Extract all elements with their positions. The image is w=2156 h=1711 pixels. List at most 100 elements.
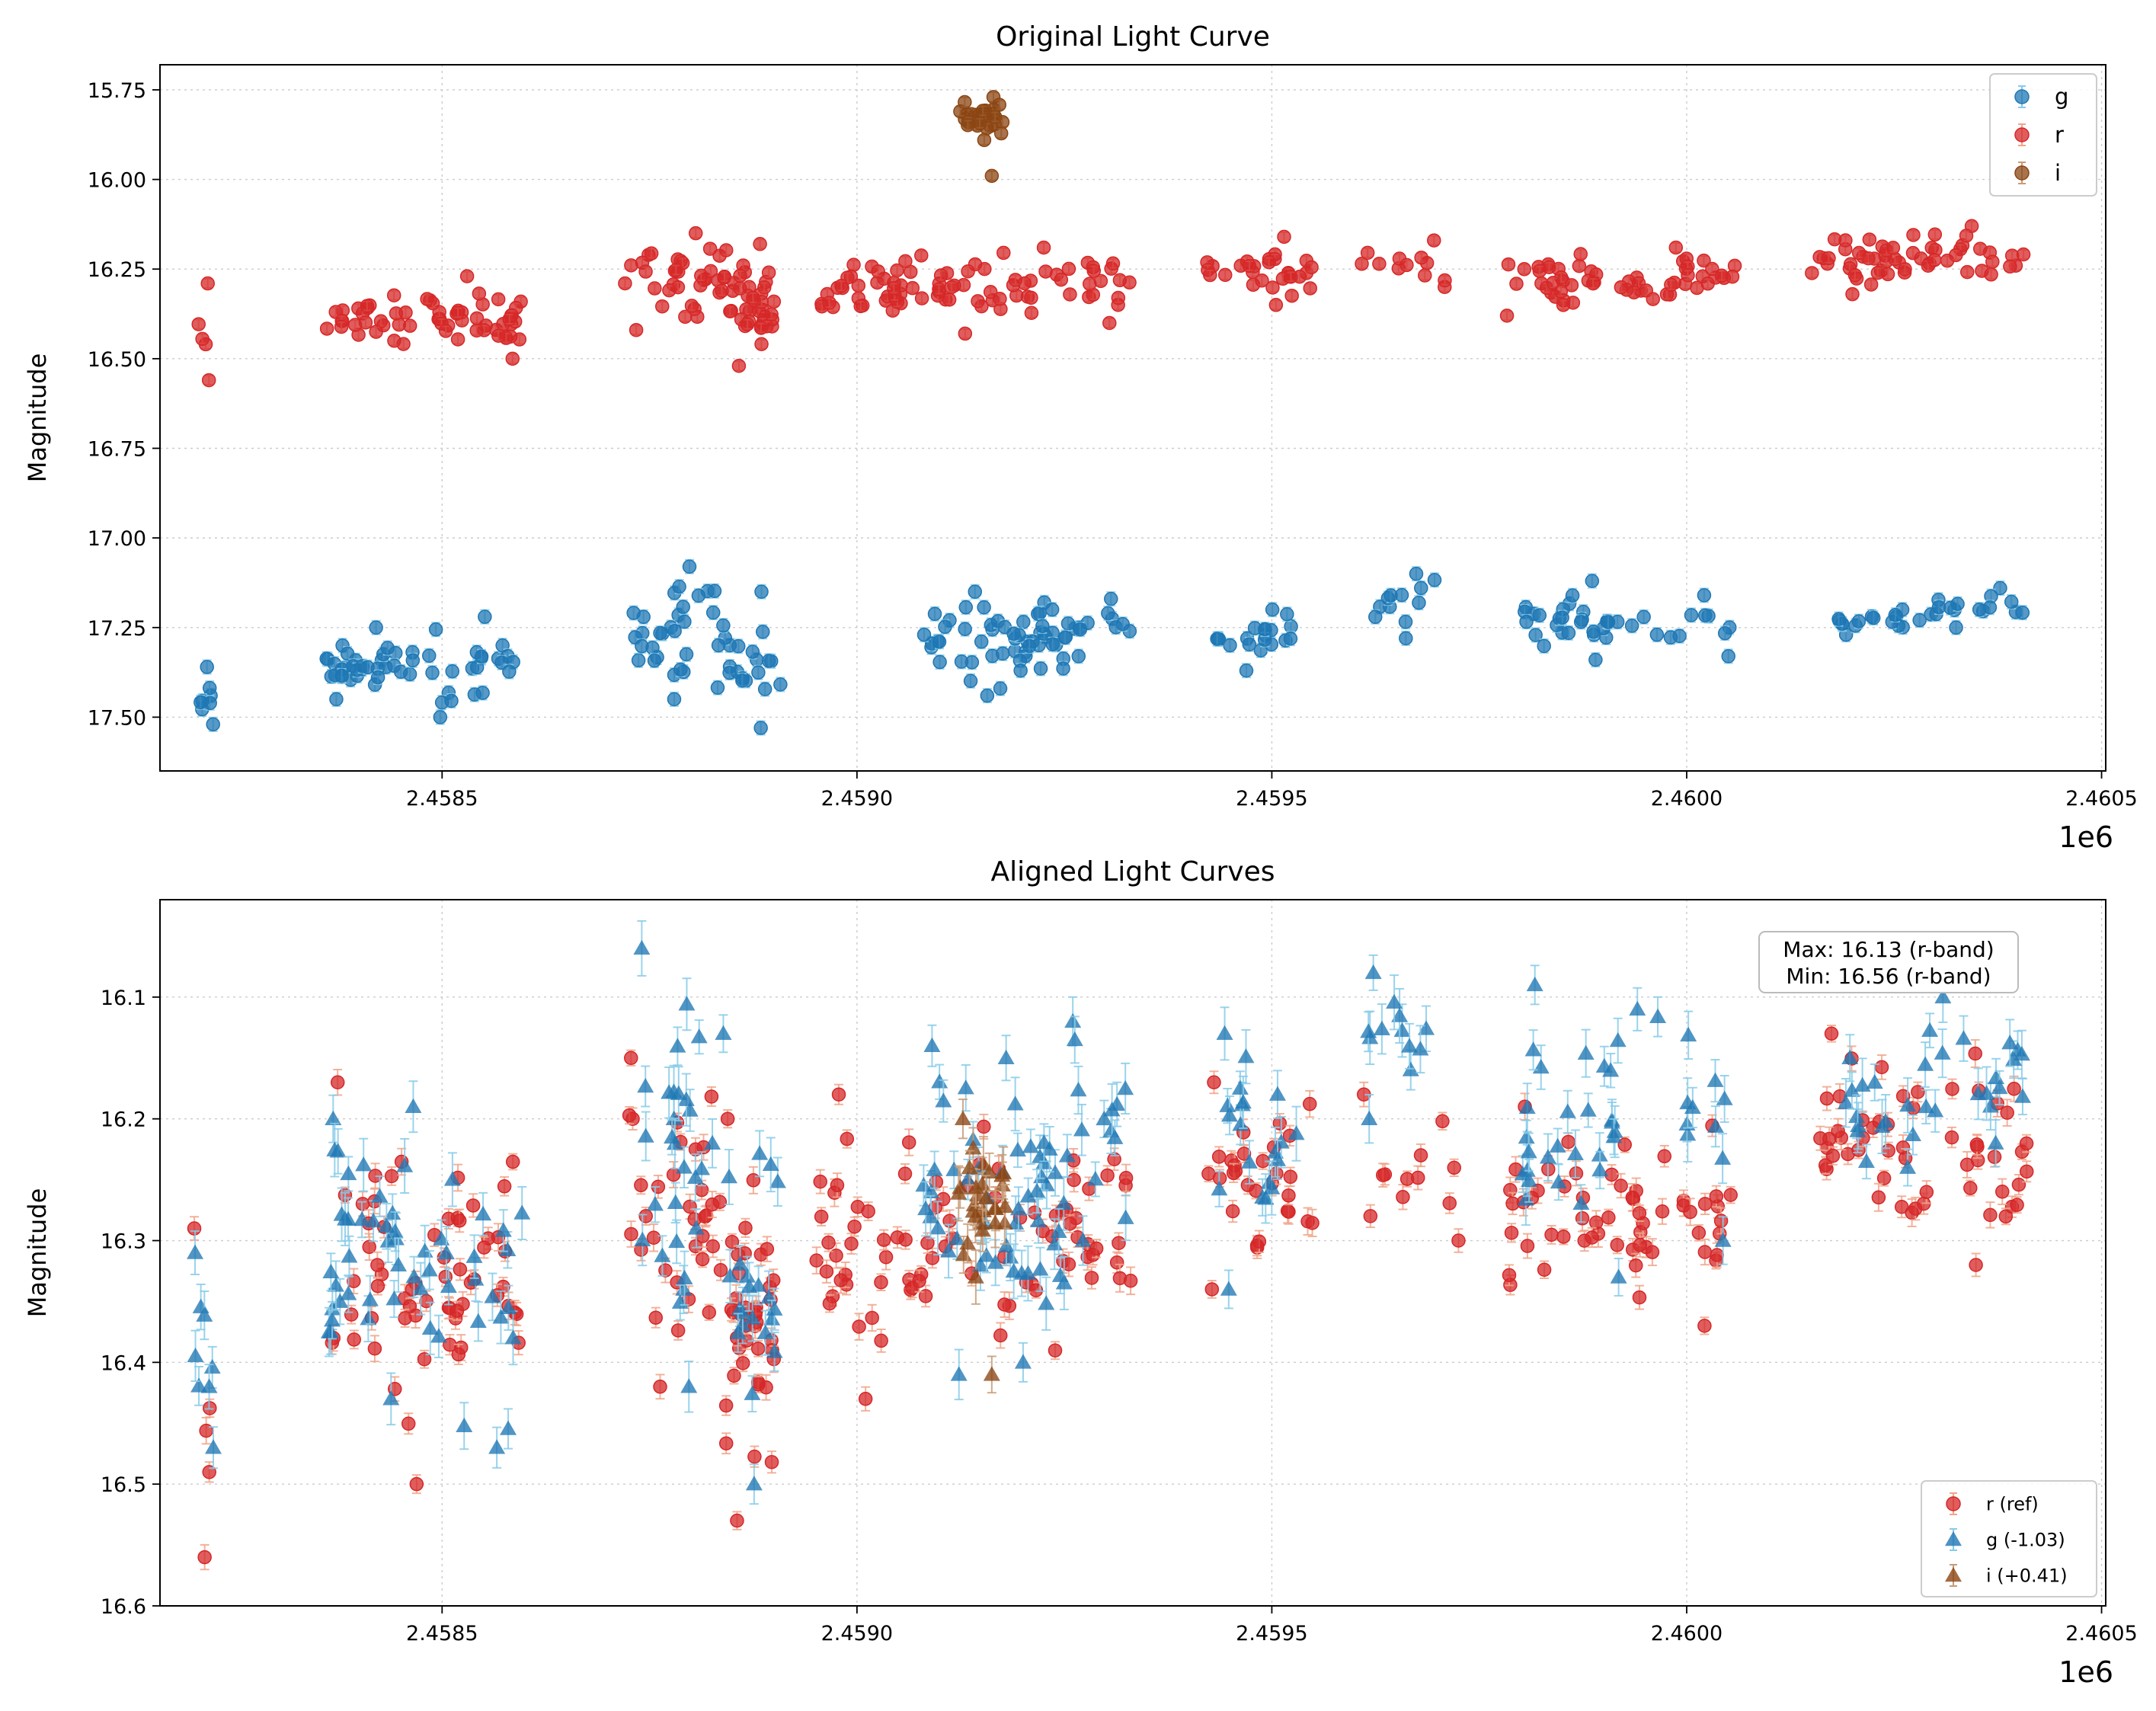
data-point [1831, 612, 1846, 626]
data-point [1993, 580, 2007, 596]
data-point [634, 1231, 651, 1247]
data-point [494, 1222, 512, 1237]
data-point [932, 654, 947, 670]
data-point [1577, 1044, 1595, 1060]
data-point [362, 1239, 376, 1255]
data-point [694, 268, 709, 283]
data-point [1045, 637, 1060, 652]
data-point [1383, 588, 1398, 603]
data-point [967, 1207, 984, 1223]
data-point [500, 1299, 517, 1314]
data-point [1721, 649, 1735, 664]
data-point [1054, 272, 1069, 287]
data-point [917, 1200, 935, 1216]
data-point [1918, 1098, 1935, 1114]
data-point [2010, 1198, 2024, 1212]
data-point [1418, 268, 1432, 283]
y-tick-label: 16.6 [101, 1595, 146, 1619]
data-point [958, 94, 972, 110]
data-point [1207, 1075, 1221, 1089]
data-point [1061, 261, 1076, 277]
data-point [853, 299, 868, 314]
data-point [1532, 264, 1547, 278]
data-point [1028, 1283, 1044, 1297]
data-point [504, 1329, 522, 1345]
data-point [360, 660, 375, 675]
data-point [1709, 1189, 1724, 1204]
data-point [386, 1223, 404, 1238]
data-point [386, 288, 401, 302]
data-point [961, 264, 975, 279]
data-point [1524, 1041, 1542, 1057]
data-point [705, 1239, 720, 1254]
data-point [668, 1233, 686, 1249]
data-point [1071, 649, 1086, 664]
data-point [1372, 257, 1387, 271]
data-point [451, 1347, 466, 1362]
data-point [1871, 1190, 1886, 1205]
data-point [750, 1342, 766, 1356]
data-point [720, 1111, 735, 1126]
aligned-light-curves-panel: 2.4585 2.4590 2.4595 2.4600 2.46051e616.116.… [23, 856, 2138, 1689]
data-point [1911, 1085, 1925, 1099]
data-point [1610, 1268, 1627, 1284]
data-point [1368, 609, 1383, 625]
data-point [844, 1236, 859, 1251]
data-point [1047, 1164, 1064, 1179]
data-point [1569, 1166, 1584, 1181]
data-point [729, 1324, 747, 1339]
data-point [334, 319, 349, 334]
data-point [2015, 605, 2030, 620]
data-point [974, 1156, 992, 1171]
data-point [398, 1311, 412, 1326]
data-point [773, 677, 788, 692]
data-point [421, 1319, 439, 1335]
data-point [384, 1169, 399, 1184]
data-point [653, 1380, 667, 1394]
data-point [200, 276, 215, 291]
data-point [1528, 628, 1543, 642]
data-point [1438, 273, 1452, 288]
data-point [1013, 663, 1028, 678]
data-point [673, 662, 688, 677]
data-point [1281, 1188, 1296, 1203]
data-point [1628, 1258, 1643, 1273]
data-point [833, 1273, 848, 1287]
data-point [684, 299, 699, 313]
data-point [1894, 1199, 1909, 1214]
data-point [1284, 288, 1299, 303]
x-axis: 2.4585 2.4590 2.4595 2.4600 2.4605 1e6 [406, 1606, 2138, 1689]
data-point [477, 1240, 491, 1255]
data-point [1978, 1085, 1995, 1100]
data-point [204, 1439, 222, 1454]
y-tick-label: 15.75 [88, 79, 146, 103]
data-point [1005, 1262, 1022, 1278]
data-point [686, 1169, 704, 1185]
data-point [1211, 1180, 1228, 1196]
data-point [713, 1263, 728, 1278]
data-point [1681, 267, 1695, 283]
data-point [412, 1280, 430, 1295]
data-point [1573, 247, 1588, 261]
data-point [926, 1161, 943, 1176]
data-point [433, 1230, 450, 1246]
legend-marker [1945, 1531, 1962, 1546]
data-point [747, 1449, 762, 1464]
data-point [1038, 1295, 1055, 1310]
data-point [741, 1278, 758, 1294]
data-point [754, 337, 769, 352]
data-point [1102, 315, 1117, 331]
data-point [1585, 276, 1601, 291]
data-point [1697, 608, 1713, 623]
data-point [1447, 1160, 1461, 1175]
data-point [1553, 284, 1569, 299]
data-point [1683, 1204, 1697, 1220]
data-point [1518, 1129, 1535, 1144]
data-point [756, 625, 770, 639]
legend-marker [1946, 1496, 1961, 1511]
data-point [1617, 1137, 1632, 1152]
data-point [1874, 1060, 1889, 1075]
data-point [944, 280, 959, 295]
data-point [1723, 1188, 1738, 1202]
data-point [1501, 257, 1516, 272]
